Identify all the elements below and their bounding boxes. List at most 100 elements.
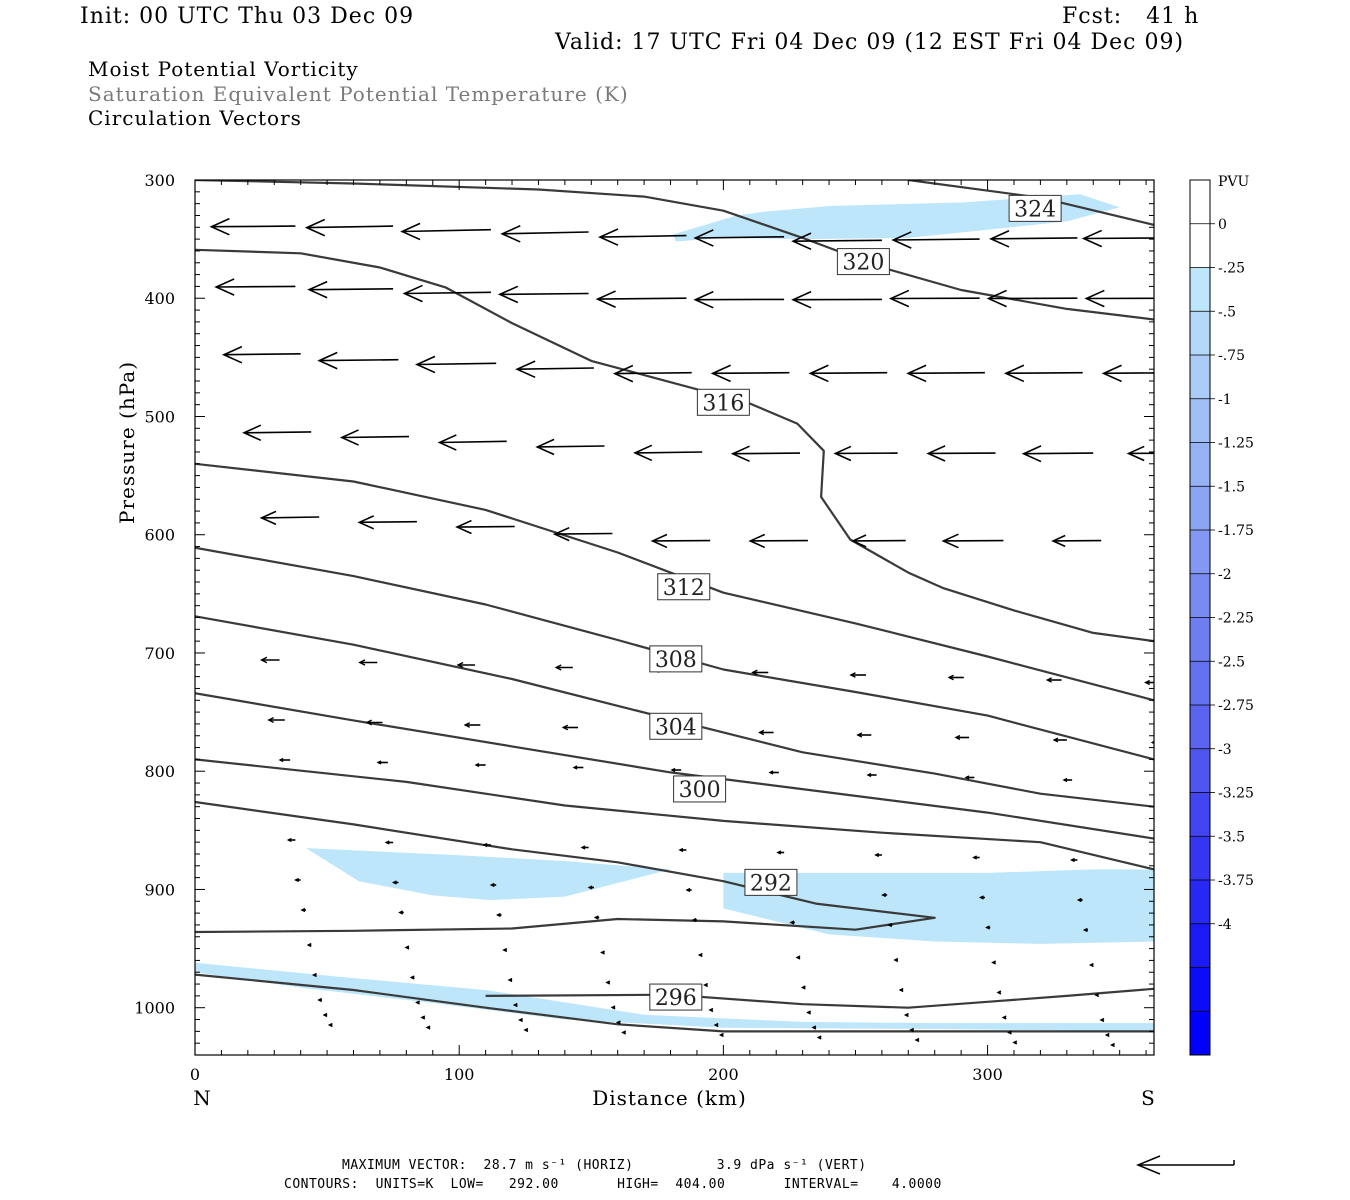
circulation-vector (311, 972, 317, 978)
svg-text:324: 324 (1014, 197, 1056, 222)
circulation-vector (1084, 289, 1154, 308)
field-title-mpv: Moist Potential Vorticity (88, 57, 359, 81)
endpoint-north-label: N (193, 1086, 211, 1110)
circulation-vector (866, 772, 877, 778)
theta-contour-316-2 (195, 248, 1154, 643)
svg-text:320: 320 (842, 251, 884, 276)
circulation-vector (304, 218, 394, 237)
circulation-vector (1104, 1032, 1110, 1038)
svg-text:312: 312 (663, 576, 705, 601)
x-tick-label: 100 (444, 1065, 475, 1084)
colorbar-label: -4 (1218, 917, 1232, 933)
theta-contour-300-10 (195, 973, 1154, 1033)
x-axis-title: Distance (km) (592, 1086, 747, 1110)
colorbar-swatch (1190, 223, 1210, 268)
y-tick-label: 300 (144, 171, 175, 190)
colorbar-label: -2.25 (1218, 611, 1254, 627)
circulation-vector (598, 228, 687, 246)
circulation-vector (730, 445, 801, 463)
contour-label-324: 324 (1008, 194, 1062, 222)
circulation-vector (1126, 445, 1154, 462)
circulation-vector (650, 533, 711, 549)
circulation-vector (891, 231, 980, 249)
circulation-vector (887, 922, 893, 928)
circulation-vector (789, 920, 795, 925)
contour-label-300: 300 (673, 775, 727, 803)
colorbar-swatch (1190, 530, 1210, 575)
y-tick-label: 400 (144, 289, 175, 308)
y-tick-label: 900 (144, 880, 175, 899)
circulation-vector (621, 1030, 627, 1035)
pv-shade-region-2 (723, 869, 1154, 944)
circulation-vector (1001, 1015, 1007, 1020)
colorbar-swatch (1190, 311, 1210, 356)
field-title-vectors: Circulation Vectors (88, 106, 302, 130)
pv-shade-region-0 (673, 194, 1120, 242)
y-axis-title: Pressure (hPa) (115, 361, 139, 524)
colorbar-swatch (1190, 617, 1210, 662)
circulation-vector (849, 672, 867, 678)
circulation-vector (1101, 364, 1154, 383)
circulation-vector (833, 445, 898, 462)
circulation-vector (409, 975, 415, 980)
circulation-vector (906, 364, 985, 383)
x-tick-label: 200 (708, 1065, 739, 1084)
colorbar-label: -2.75 (1218, 698, 1254, 714)
circulation-vector (1094, 992, 1100, 998)
circulation-vector (523, 1027, 529, 1033)
circulation-vector (1003, 364, 1083, 383)
circulation-vector (512, 1002, 518, 1008)
pv-shade-region-3 (195, 962, 1154, 1032)
circulation-vector (954, 734, 970, 741)
circulation-vector (748, 533, 808, 549)
colorbar-label: -2.5 (1218, 654, 1245, 670)
theta-contour-320-1 (195, 180, 1154, 321)
circulation-vector (455, 519, 515, 535)
circulation-vector (554, 664, 573, 671)
colorbar-swatch (1190, 267, 1210, 312)
contour-label-312: 312 (657, 573, 711, 601)
colorbar-unit: PVU (1218, 174, 1250, 190)
circulation-vector (1052, 737, 1067, 743)
circulation-vector (400, 222, 491, 241)
colorbar-label: -.25 (1218, 261, 1245, 277)
contour-label-296: 296 (649, 983, 703, 1011)
circulation-vector (1051, 534, 1102, 548)
theta-contour-304-5 (195, 615, 1154, 808)
circulation-vector (989, 230, 1078, 248)
circulation-vector (482, 842, 491, 848)
circulation-vector (307, 280, 394, 299)
circulation-vector (507, 977, 513, 983)
theta-contour-300-6 (195, 692, 1154, 840)
y-tick-label: 700 (144, 644, 175, 663)
circulation-vector (1012, 1040, 1018, 1045)
colorbar-swatch (1190, 748, 1210, 793)
circulation-vector (535, 438, 605, 456)
circulation-vector (697, 952, 703, 958)
circulation-vector (1082, 927, 1088, 933)
contour-label-316: 316 (696, 388, 750, 416)
circulation-vector (1110, 1042, 1115, 1048)
svg-text:308: 308 (655, 648, 697, 673)
circulation-vector (489, 882, 497, 888)
colorbar-label: -1.5 (1218, 479, 1245, 495)
colorbar-swatch (1190, 880, 1210, 925)
circulation-vector (214, 278, 296, 296)
circulation-vector (1062, 777, 1073, 783)
circulation-vector (758, 729, 774, 736)
circulation-vector (502, 947, 508, 953)
circulation-vector (600, 950, 605, 955)
circulation-vector (1162, 781, 1170, 784)
circulation-vector (691, 917, 697, 923)
circulation-vector (358, 659, 378, 666)
colorbar-label: -3.75 (1218, 873, 1254, 889)
colorbar-label: -2 (1218, 567, 1232, 583)
circulation-vector (941, 533, 1004, 549)
circulation-vector (595, 290, 687, 308)
circulation-vector (561, 724, 579, 731)
colorbar-label: 0 (1218, 217, 1227, 233)
circulation-vector (1070, 857, 1078, 863)
colorbar-swatch (1190, 180, 1210, 225)
circulation-vector (425, 1025, 431, 1030)
circulation-vector (909, 1027, 915, 1033)
